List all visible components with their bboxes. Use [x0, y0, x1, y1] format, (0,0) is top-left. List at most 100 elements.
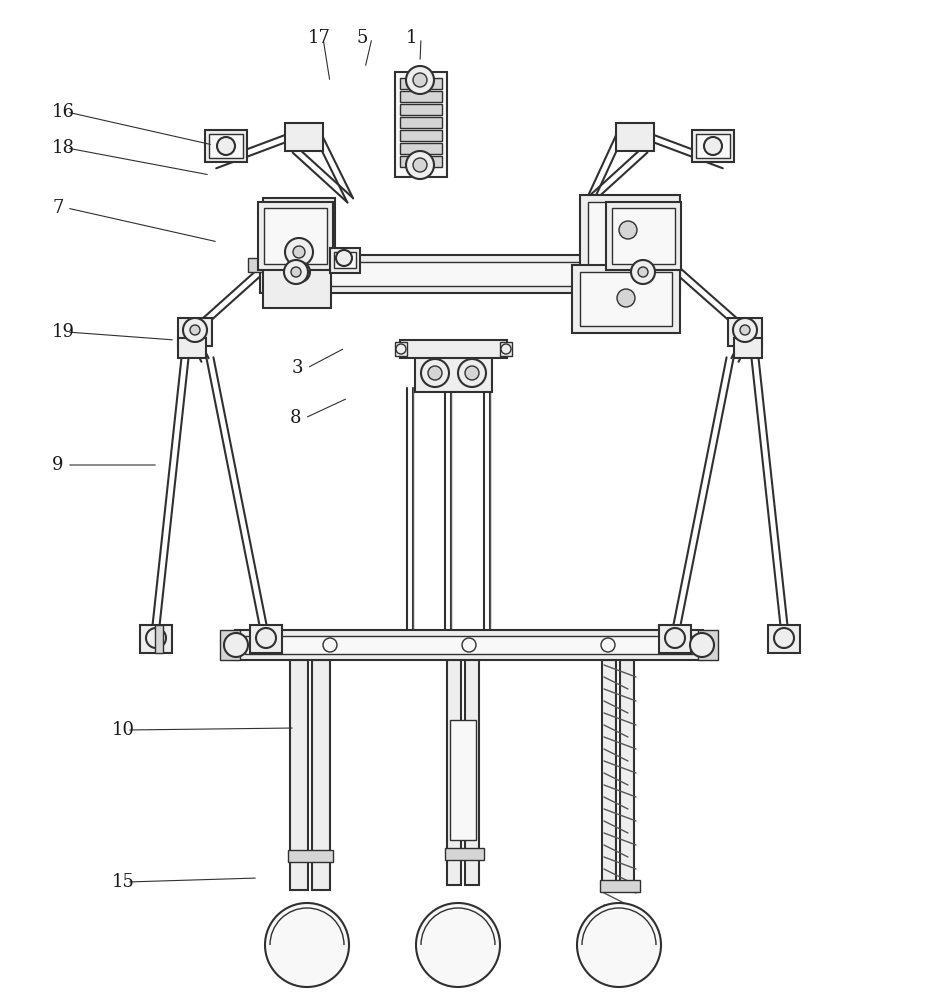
- Bar: [334, 252, 356, 268]
- Bar: [768, 625, 800, 653]
- Bar: [734, 338, 762, 358]
- Text: 3: 3: [292, 359, 303, 377]
- Bar: [500, 342, 512, 356]
- Bar: [268, 262, 672, 286]
- Text: 19: 19: [52, 323, 75, 341]
- Circle shape: [284, 260, 308, 284]
- Circle shape: [458, 359, 486, 387]
- Bar: [285, 123, 323, 151]
- Circle shape: [774, 628, 794, 648]
- Bar: [400, 117, 442, 128]
- Bar: [602, 660, 616, 890]
- Circle shape: [293, 246, 305, 258]
- Circle shape: [501, 344, 511, 354]
- Bar: [728, 318, 762, 346]
- Bar: [209, 134, 243, 158]
- Bar: [140, 625, 172, 653]
- Bar: [415, 352, 492, 392]
- Bar: [600, 880, 640, 892]
- Bar: [400, 78, 442, 89]
- Bar: [659, 625, 691, 653]
- Bar: [450, 720, 476, 840]
- Bar: [288, 850, 333, 862]
- Bar: [270, 205, 328, 263]
- Circle shape: [396, 344, 406, 354]
- Bar: [696, 134, 730, 158]
- Bar: [178, 318, 212, 346]
- Bar: [400, 156, 442, 167]
- Circle shape: [733, 318, 757, 342]
- Bar: [400, 340, 507, 358]
- Bar: [248, 258, 266, 272]
- Circle shape: [190, 325, 200, 335]
- Bar: [572, 265, 680, 333]
- Circle shape: [619, 221, 637, 239]
- Bar: [616, 123, 654, 151]
- Circle shape: [665, 628, 685, 648]
- Circle shape: [224, 633, 248, 657]
- Circle shape: [577, 903, 661, 987]
- Circle shape: [413, 158, 427, 172]
- Circle shape: [406, 151, 434, 179]
- Circle shape: [323, 638, 337, 652]
- Circle shape: [291, 267, 301, 277]
- Bar: [620, 660, 634, 890]
- Text: 16: 16: [52, 103, 75, 121]
- Bar: [155, 625, 163, 653]
- Circle shape: [638, 267, 648, 277]
- Circle shape: [146, 628, 166, 648]
- Bar: [445, 848, 484, 860]
- Circle shape: [285, 238, 313, 266]
- Circle shape: [462, 638, 476, 652]
- Bar: [400, 104, 442, 115]
- Bar: [263, 198, 335, 270]
- Bar: [205, 130, 247, 162]
- Bar: [400, 91, 442, 102]
- Bar: [220, 630, 240, 660]
- Bar: [400, 130, 442, 141]
- Bar: [580, 195, 680, 283]
- Bar: [698, 630, 718, 660]
- Circle shape: [690, 633, 714, 657]
- Text: 1: 1: [406, 29, 418, 47]
- Bar: [250, 625, 282, 653]
- Circle shape: [428, 366, 442, 380]
- Bar: [312, 660, 330, 890]
- Circle shape: [406, 66, 434, 94]
- Text: 18: 18: [52, 139, 75, 157]
- Bar: [260, 255, 680, 293]
- Circle shape: [465, 366, 479, 380]
- Bar: [580, 272, 672, 326]
- Circle shape: [295, 267, 305, 277]
- Circle shape: [256, 628, 276, 648]
- Bar: [235, 630, 703, 660]
- Bar: [263, 258, 331, 308]
- Circle shape: [217, 137, 235, 155]
- Circle shape: [265, 903, 349, 987]
- Bar: [400, 143, 442, 154]
- Circle shape: [290, 262, 310, 282]
- Circle shape: [601, 638, 615, 652]
- Bar: [245, 636, 693, 654]
- Bar: [395, 342, 407, 356]
- Text: 15: 15: [112, 873, 135, 891]
- Bar: [330, 248, 360, 273]
- Text: 7: 7: [52, 199, 63, 217]
- Bar: [258, 202, 333, 270]
- Bar: [612, 208, 675, 264]
- Circle shape: [617, 289, 635, 307]
- Circle shape: [631, 260, 655, 284]
- Text: 5: 5: [357, 29, 368, 47]
- Bar: [178, 338, 206, 358]
- Circle shape: [183, 318, 207, 342]
- Bar: [447, 660, 461, 885]
- Bar: [290, 660, 308, 890]
- Circle shape: [421, 359, 449, 387]
- Text: 10: 10: [112, 721, 135, 739]
- Circle shape: [416, 903, 500, 987]
- Circle shape: [336, 250, 352, 266]
- Circle shape: [740, 325, 750, 335]
- Bar: [264, 208, 327, 264]
- Bar: [606, 202, 681, 270]
- Bar: [395, 72, 447, 177]
